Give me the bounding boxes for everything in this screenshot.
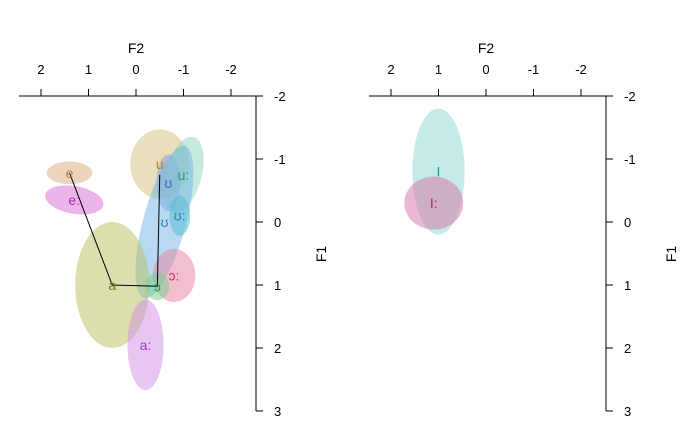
vowel-label: ɔ: — [169, 268, 180, 284]
vowel-trajectory-line — [69, 172, 113, 286]
vowel-label: ɔ — [154, 278, 161, 294]
vowel-ellipse — [127, 299, 164, 391]
vowel-label: e — [66, 165, 74, 181]
vowel-ellipse — [135, 145, 194, 299]
y-tick-label: 3 — [624, 404, 631, 419]
x-tick-label: 1 — [85, 62, 92, 77]
x-tick-label: -2 — [575, 62, 587, 77]
y-tick-label: 2 — [274, 341, 281, 356]
vowel-ellipse — [45, 185, 104, 215]
y-axis-label: F1 — [313, 246, 329, 263]
vowel-label: a — [108, 277, 116, 293]
y-tick-label: -1 — [624, 152, 636, 167]
vowel-label: u: — [178, 167, 190, 183]
x-tick-label: 2 — [387, 62, 394, 77]
vowel-label: ʊ — [164, 175, 172, 191]
vowel-label: I — [437, 164, 441, 180]
x-tick-label: 2 — [37, 62, 44, 77]
y-tick-label: 2 — [624, 341, 631, 356]
y-tick-label: 1 — [624, 278, 631, 293]
x-tick-label: 1 — [435, 62, 442, 77]
x-tick-label: -2 — [225, 62, 237, 77]
y-tick-label: 0 — [624, 215, 631, 230]
vowel-label: ʊ: — [174, 208, 186, 224]
x-tick-label: -1 — [178, 62, 190, 77]
vowel-label: I: — [430, 195, 438, 211]
y-tick-label: -2 — [274, 89, 286, 104]
x-axis-label: F2 — [478, 40, 495, 56]
vowel-trajectory-line — [156, 174, 161, 287]
y-tick-label: 0 — [274, 215, 281, 230]
y-tick-label: 1 — [274, 278, 281, 293]
x-tick-label: 0 — [482, 62, 489, 77]
vowel-label: a: — [140, 337, 152, 353]
vowel-label: ʊ — [161, 214, 169, 230]
y-tick-label: -1 — [274, 152, 286, 167]
vowel-label: e: — [68, 192, 80, 208]
vowel-trajectory-line — [112, 284, 158, 287]
y-axis-label: F1 — [663, 246, 679, 263]
x-tick-label: 0 — [132, 62, 139, 77]
y-tick-label: -2 — [624, 89, 636, 104]
vowel-ellipse — [404, 176, 464, 230]
x-axis-label: F2 — [128, 40, 145, 56]
x-tick-label: -1 — [528, 62, 540, 77]
vowel-label: u — [156, 156, 164, 172]
y-tick-label: 3 — [274, 404, 281, 419]
